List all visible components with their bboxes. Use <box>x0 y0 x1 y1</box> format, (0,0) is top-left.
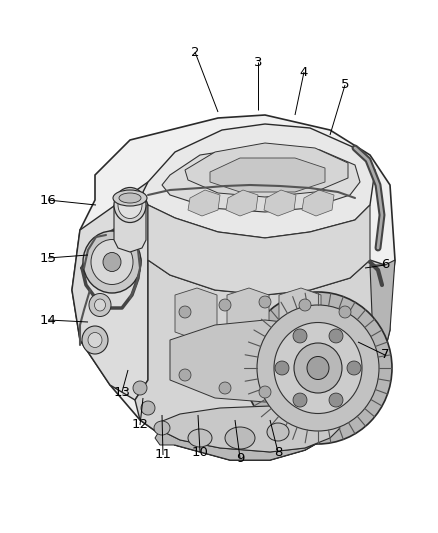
Polygon shape <box>148 205 370 295</box>
Polygon shape <box>175 288 217 340</box>
Ellipse shape <box>329 329 343 343</box>
Text: 14: 14 <box>39 313 57 327</box>
Ellipse shape <box>347 361 361 375</box>
Ellipse shape <box>114 188 146 222</box>
Polygon shape <box>226 190 258 216</box>
Ellipse shape <box>299 382 311 394</box>
Ellipse shape <box>103 253 121 271</box>
Ellipse shape <box>244 292 392 444</box>
Text: 10: 10 <box>191 446 208 458</box>
Ellipse shape <box>274 322 362 414</box>
Polygon shape <box>188 190 220 216</box>
Ellipse shape <box>339 306 351 318</box>
Ellipse shape <box>179 306 191 318</box>
Ellipse shape <box>259 296 271 308</box>
Polygon shape <box>185 143 348 197</box>
Text: 16: 16 <box>39 193 57 206</box>
Ellipse shape <box>88 333 102 348</box>
Polygon shape <box>279 288 321 340</box>
Ellipse shape <box>225 427 255 449</box>
Ellipse shape <box>82 326 108 354</box>
Polygon shape <box>72 182 148 400</box>
Ellipse shape <box>91 239 133 285</box>
Ellipse shape <box>179 369 191 381</box>
Ellipse shape <box>307 357 329 379</box>
Ellipse shape <box>294 343 342 393</box>
Polygon shape <box>227 288 269 340</box>
Text: 12: 12 <box>131 418 148 432</box>
Text: 13: 13 <box>113 385 131 399</box>
Text: 11: 11 <box>155 448 172 462</box>
Polygon shape <box>143 124 375 238</box>
Ellipse shape <box>141 401 155 415</box>
Text: 5: 5 <box>341 78 349 92</box>
Text: 15: 15 <box>39 252 57 264</box>
Ellipse shape <box>123 222 137 238</box>
Text: 2: 2 <box>191 45 199 59</box>
Text: 8: 8 <box>274 446 282 458</box>
Polygon shape <box>302 190 334 216</box>
Ellipse shape <box>299 299 311 311</box>
Ellipse shape <box>95 299 106 311</box>
Ellipse shape <box>116 215 144 245</box>
Polygon shape <box>162 145 360 212</box>
Ellipse shape <box>339 369 351 381</box>
Text: 3: 3 <box>254 55 262 69</box>
Ellipse shape <box>89 294 111 317</box>
Ellipse shape <box>275 361 289 375</box>
Ellipse shape <box>293 329 307 343</box>
Ellipse shape <box>119 193 141 203</box>
Polygon shape <box>114 205 146 252</box>
Ellipse shape <box>219 382 231 394</box>
Text: 9: 9 <box>236 451 244 464</box>
Ellipse shape <box>259 386 271 398</box>
Polygon shape <box>170 320 355 402</box>
Polygon shape <box>72 115 395 460</box>
Ellipse shape <box>118 191 142 219</box>
Ellipse shape <box>154 421 170 435</box>
Polygon shape <box>160 406 340 452</box>
Text: 7: 7 <box>381 349 389 361</box>
Ellipse shape <box>329 393 343 407</box>
Ellipse shape <box>293 393 307 407</box>
Text: 6: 6 <box>381 259 389 271</box>
Ellipse shape <box>267 423 289 441</box>
Polygon shape <box>155 430 340 460</box>
Polygon shape <box>264 190 296 216</box>
Text: 4: 4 <box>300 66 308 78</box>
Ellipse shape <box>83 231 141 293</box>
Ellipse shape <box>113 190 147 206</box>
Polygon shape <box>135 260 390 460</box>
Ellipse shape <box>219 299 231 311</box>
Ellipse shape <box>133 381 147 395</box>
Polygon shape <box>210 158 325 192</box>
Polygon shape <box>370 260 395 390</box>
Ellipse shape <box>188 429 212 447</box>
Ellipse shape <box>257 305 379 431</box>
